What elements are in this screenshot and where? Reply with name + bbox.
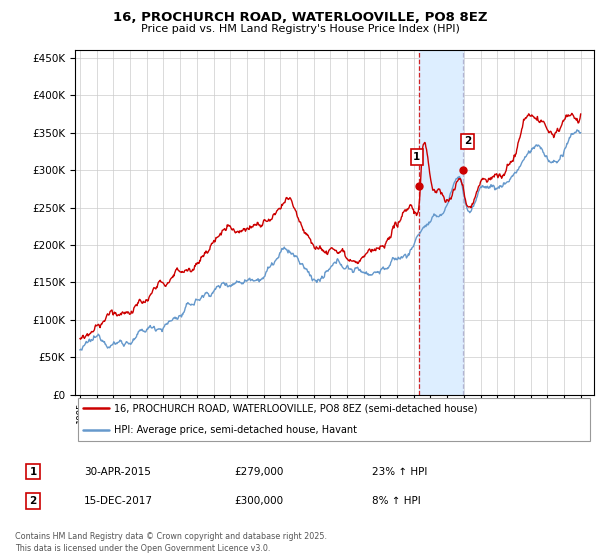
Bar bbox=[419, 50, 463, 395]
Text: 16, PROCHURCH ROAD, WATERLOOVILLE, PO8 8EZ: 16, PROCHURCH ROAD, WATERLOOVILLE, PO8 8… bbox=[113, 11, 487, 24]
Text: 2: 2 bbox=[464, 136, 471, 146]
Text: £279,000: £279,000 bbox=[234, 466, 283, 477]
Text: £300,000: £300,000 bbox=[234, 496, 283, 506]
Text: 1: 1 bbox=[413, 152, 421, 162]
Text: Contains HM Land Registry data © Crown copyright and database right 2025.
This d: Contains HM Land Registry data © Crown c… bbox=[15, 532, 327, 553]
Text: 16, PROCHURCH ROAD, WATERLOOVILLE, PO8 8EZ (semi-detached house): 16, PROCHURCH ROAD, WATERLOOVILLE, PO8 8… bbox=[114, 403, 478, 413]
Text: 23% ↑ HPI: 23% ↑ HPI bbox=[372, 466, 427, 477]
Text: 30-APR-2015: 30-APR-2015 bbox=[84, 466, 151, 477]
Text: Price paid vs. HM Land Registry's House Price Index (HPI): Price paid vs. HM Land Registry's House … bbox=[140, 24, 460, 34]
FancyBboxPatch shape bbox=[77, 398, 590, 441]
Text: 2: 2 bbox=[29, 496, 37, 506]
Text: 1: 1 bbox=[29, 466, 37, 477]
Text: HPI: Average price, semi-detached house, Havant: HPI: Average price, semi-detached house,… bbox=[114, 426, 357, 436]
Text: 15-DEC-2017: 15-DEC-2017 bbox=[84, 496, 153, 506]
Text: 8% ↑ HPI: 8% ↑ HPI bbox=[372, 496, 421, 506]
